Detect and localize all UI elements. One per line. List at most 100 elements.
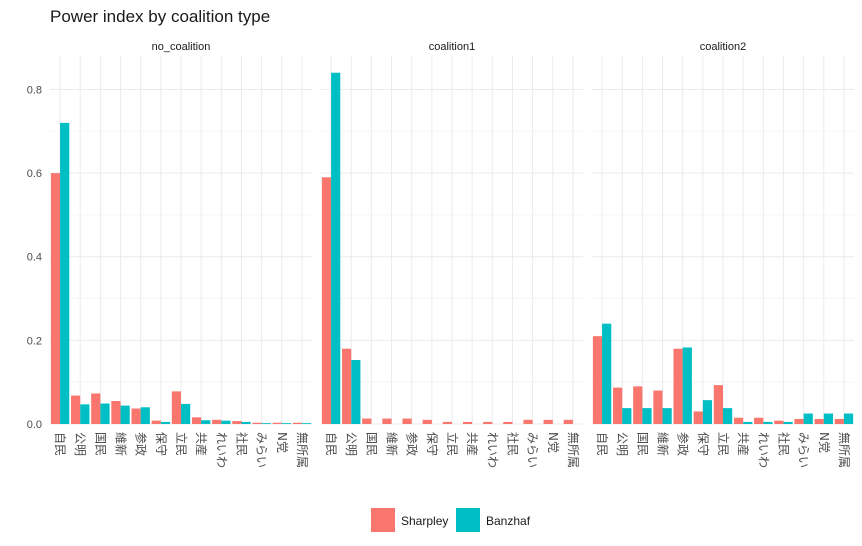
bar-sharpley xyxy=(503,421,513,424)
x-tick-label: 立民 xyxy=(445,432,460,456)
bar-banzhaf xyxy=(80,404,90,424)
bar-sharpley xyxy=(91,393,101,424)
bar-sharpley xyxy=(382,418,392,424)
x-tick-label: 保守 xyxy=(425,432,439,456)
bar-sharpley xyxy=(321,177,332,424)
y-tick-label: 0.6 xyxy=(27,168,42,180)
bar-sharpley xyxy=(342,348,352,424)
bar-sharpley xyxy=(171,391,181,424)
bar-banzhaf xyxy=(843,413,854,424)
x-tick-label: 参政 xyxy=(405,432,420,456)
bar-banzhaf xyxy=(602,323,612,424)
bar-banzhaf xyxy=(160,421,171,424)
bar-banzhaf xyxy=(823,413,833,424)
bar-banzhaf xyxy=(622,408,632,424)
bar-banzhaf xyxy=(702,400,713,424)
y-tick-label: 0.0 xyxy=(27,419,42,431)
bar-sharpley xyxy=(633,386,643,424)
bar-banzhaf xyxy=(803,413,813,424)
bar-sharpley xyxy=(131,408,141,424)
x-tick-label: 維新 xyxy=(656,432,671,456)
x-tick-label: 参政 xyxy=(134,432,149,456)
x-tick-label: N党 xyxy=(275,432,290,453)
x-tick-label: 公明 xyxy=(73,432,87,456)
x-tick-label: 国民 xyxy=(93,432,107,456)
x-tick-label: 自民 xyxy=(324,432,338,456)
chart-title: Power index by coalition type xyxy=(50,7,270,26)
x-tick-label: 国民 xyxy=(364,432,378,456)
x-tick-label: れいわ xyxy=(756,432,770,468)
bar-sharpley xyxy=(814,418,824,424)
panel-coalition1: coalition1 自民 公明 国民 維新 参政 保守 立民 共産 れいわ 社民 みらい N党 無所属 xyxy=(321,41,583,468)
bar-banzhaf xyxy=(241,421,251,424)
x-tick-label: 立民 xyxy=(174,432,189,456)
x-tick-label: 公明 xyxy=(344,432,358,456)
x-tick-label: みらい xyxy=(797,432,811,468)
x-tick-label: れいわ xyxy=(485,432,499,468)
bar-banzhaf xyxy=(642,408,652,424)
legend-key-sharpley xyxy=(371,508,395,532)
panel-strip-label: coalition2 xyxy=(700,41,746,53)
bar-banzhaf xyxy=(261,423,271,424)
bar-sharpley xyxy=(563,419,573,424)
bar-sharpley xyxy=(292,422,302,424)
bar-sharpley xyxy=(592,336,603,424)
bar-banzhaf xyxy=(662,408,672,424)
panel-coalition2: coalition2 自民 公明 国民 維新 参政 保守 立民 共産 れいわ 社民 みらい N党 無所属 xyxy=(592,41,854,468)
x-tick-label: 無所属 xyxy=(295,432,310,468)
bar-sharpley xyxy=(523,419,533,424)
y-axis: 0.0 0.2 0.4 0.6 0.8 xyxy=(27,84,42,431)
panel-no_coalition: no_coalition 自民 公明 国民 維新 参政 保守 立民 共産 れいわ 社民 みらい N党 無所… xyxy=(50,41,312,468)
bar-sharpley xyxy=(442,421,452,424)
bar-sharpley xyxy=(232,421,242,424)
bar-banzhaf xyxy=(221,420,231,424)
y-tick-label: 0.4 xyxy=(27,252,42,264)
bar-sharpley xyxy=(252,422,262,424)
panel-strip-label: no_coalition xyxy=(152,41,211,53)
bar-banzhaf xyxy=(140,407,150,424)
x-tick-label: 国民 xyxy=(635,432,649,456)
bar-banzhaf xyxy=(301,423,312,424)
bar-sharpley xyxy=(613,387,623,424)
x-tick-label: 共産 xyxy=(736,432,751,456)
legend-key-banzhaf xyxy=(456,508,480,532)
bar-sharpley xyxy=(402,418,412,424)
x-tick-label: 保守 xyxy=(696,432,710,456)
bar-sharpley xyxy=(362,418,372,424)
bar-sharpley xyxy=(673,348,683,424)
bar-sharpley xyxy=(212,419,222,424)
x-tick-label: 共産 xyxy=(465,432,480,456)
x-tick-label: 保守 xyxy=(154,432,168,456)
x-tick-label: 維新 xyxy=(114,432,129,456)
bar-sharpley xyxy=(774,420,784,424)
x-tick-label: 自民 xyxy=(53,432,67,456)
bar-sharpley xyxy=(754,417,764,424)
y-tick-label: 0.2 xyxy=(27,335,42,347)
legend-label-banzhaf: Banzhaf xyxy=(486,514,531,528)
bar-banzhaf xyxy=(682,347,692,424)
bar-banzhaf xyxy=(763,421,773,424)
x-tick-label: 無所属 xyxy=(566,432,581,468)
bar-sharpley xyxy=(71,395,81,424)
x-tick-label: N党 xyxy=(817,432,832,453)
bar-sharpley xyxy=(191,417,202,424)
bar-banzhaf xyxy=(351,360,361,424)
bar-sharpley xyxy=(111,401,121,424)
bar-banzhaf xyxy=(201,420,211,424)
bar-banzhaf xyxy=(281,423,291,424)
bar-sharpley xyxy=(794,418,804,424)
x-tick-label: 参政 xyxy=(676,432,691,456)
x-tick-label: 共産 xyxy=(194,432,209,456)
bar-banzhaf xyxy=(783,421,793,424)
bar-sharpley xyxy=(422,419,432,424)
bar-sharpley xyxy=(272,422,282,424)
x-tick-label: 維新 xyxy=(385,432,400,456)
x-tick-label: 自民 xyxy=(595,432,609,456)
bar-banzhaf xyxy=(100,403,110,424)
x-tick-label: 立民 xyxy=(716,432,731,456)
bar-banzhaf xyxy=(181,403,191,424)
bar-sharpley xyxy=(50,173,61,424)
y-tick-label: 0.8 xyxy=(27,84,42,96)
